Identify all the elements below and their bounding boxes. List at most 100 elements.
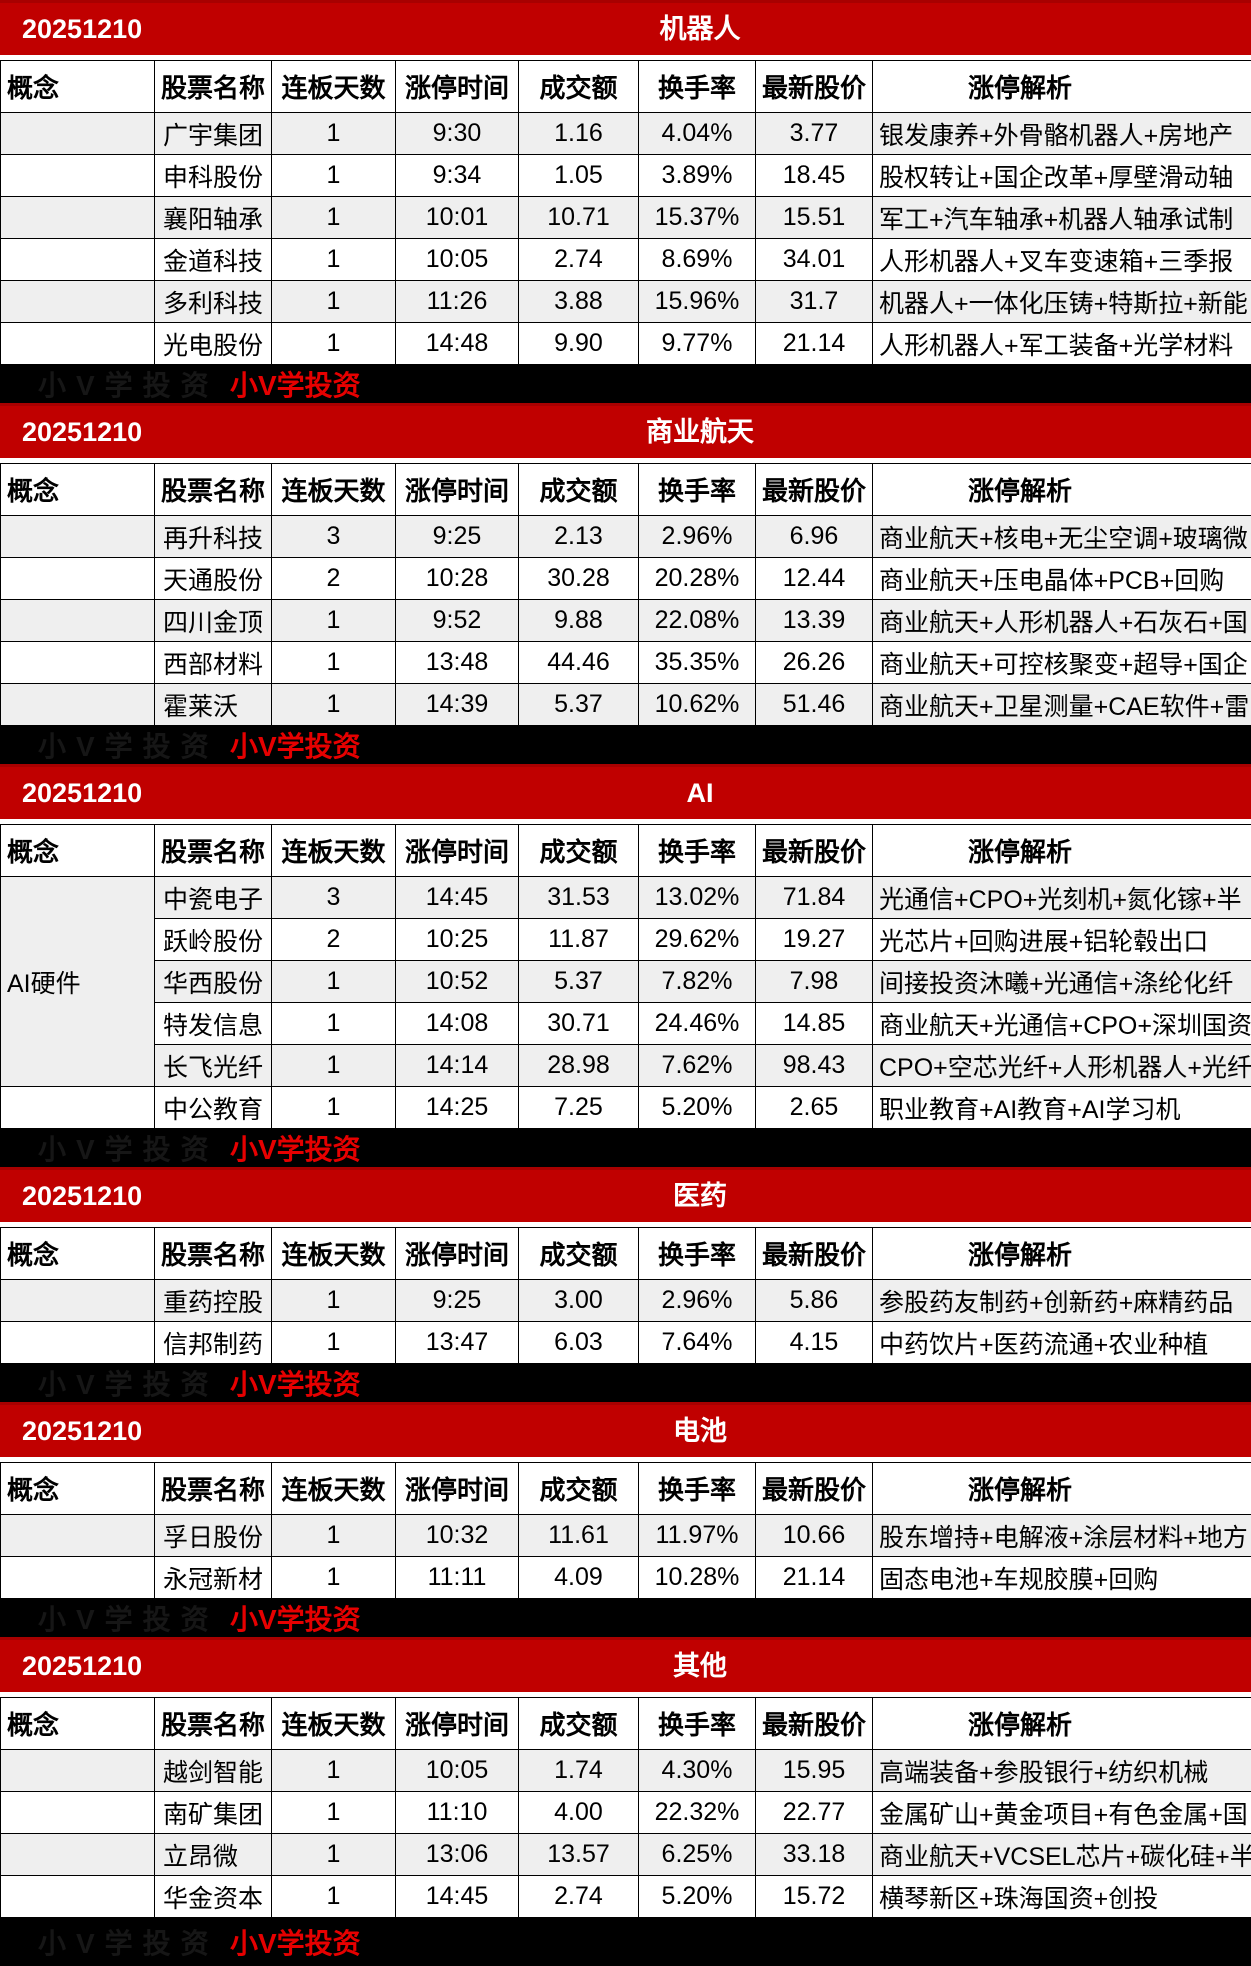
column-header-label: 涨停解析 — [873, 68, 1167, 105]
watermark-text: 小V学投资 — [230, 726, 361, 764]
cell-stock-name: 立昂微 — [155, 1834, 272, 1876]
cell-limit-up-analysis: 中药饮片+医药流通+农业种植 — [873, 1322, 1251, 1364]
cell-turnover-amount: 44.46 — [519, 642, 639, 684]
cell-stock-name: 中公教育 — [155, 1087, 272, 1129]
column-header: 最新股价 — [756, 1698, 873, 1750]
report-date: 20251210 — [22, 3, 142, 55]
column-header: 涨停解析 — [873, 1228, 1251, 1280]
cell-latest-price: 33.18 — [756, 1834, 873, 1876]
cell-concept — [1, 1834, 155, 1876]
cell-turnover-amount: 28.98 — [519, 1045, 639, 1087]
cell-limit-up-time: 13:06 — [396, 1834, 519, 1876]
cell-turnover-rate: 22.32% — [639, 1792, 756, 1834]
cell-turnover-rate: 15.37% — [639, 197, 756, 239]
cell-concept — [1, 197, 155, 239]
table-header-row: 概念股票名称连板天数涨停时间成交额换手率最新股价涨停解析 — [1, 464, 1251, 516]
cell-latest-price: 7.98 — [756, 961, 873, 1003]
watermark-bar: 小V学投资小V学投资 — [0, 365, 1251, 403]
cell-consecutive-days: 1 — [272, 684, 396, 726]
column-header: 最新股价 — [756, 1463, 873, 1515]
cell-consecutive-days: 1 — [272, 600, 396, 642]
cell-limit-up-analysis: 机器人+一体化压铸+特斯拉+新能 — [873, 281, 1251, 323]
column-header: 涨停时间 — [396, 61, 519, 113]
column-header: 连板天数 — [272, 1698, 396, 1750]
column-header: 涨停时间 — [396, 825, 519, 877]
cell-stock-name: 华西股份 — [155, 961, 272, 1003]
watermark-text: 小V学投资 — [230, 1922, 361, 1962]
cell-latest-price: 18.45 — [756, 155, 873, 197]
watermark-ghost-text: 小V学投资 — [38, 365, 219, 403]
column-header-label: 涨停解析 — [873, 471, 1167, 508]
cell-latest-price: 51.46 — [756, 684, 873, 726]
cell-turnover-rate: 9.77% — [639, 323, 756, 365]
cell-turnover-rate: 15.96% — [639, 281, 756, 323]
cell-latest-price: 10.66 — [756, 1515, 873, 1557]
cell-limit-up-analysis: 商业航天+光通信+CPO+深圳国资 — [873, 1003, 1251, 1045]
cell-turnover-rate: 29.62% — [639, 919, 756, 961]
cell-turnover-rate: 24.46% — [639, 1003, 756, 1045]
cell-turnover-amount: 10.71 — [519, 197, 639, 239]
cell-concept — [1, 1876, 155, 1918]
cell-limit-up-time: 14:39 — [396, 684, 519, 726]
cell-turnover-rate: 10.28% — [639, 1557, 756, 1599]
cell-latest-price: 34.01 — [756, 239, 873, 281]
cell-latest-price: 4.15 — [756, 1322, 873, 1364]
cell-turnover-rate: 13.02% — [639, 877, 756, 919]
sector-title: AI — [687, 767, 714, 819]
cell-limit-up-time: 14:45 — [396, 877, 519, 919]
cell-concept — [1, 1280, 155, 1322]
cell-limit-up-analysis: 股东增持+电解液+涂层材料+地方 — [873, 1515, 1251, 1557]
cell-limit-up-time: 9:25 — [396, 516, 519, 558]
report-date: 20251210 — [22, 1640, 142, 1692]
cell-turnover-amount: 4.00 — [519, 1792, 639, 1834]
cell-latest-price: 22.77 — [756, 1792, 873, 1834]
cell-latest-price: 15.51 — [756, 197, 873, 239]
cell-consecutive-days: 1 — [272, 1280, 396, 1322]
cell-turnover-amount: 9.90 — [519, 323, 639, 365]
cell-turnover-amount: 6.03 — [519, 1322, 639, 1364]
cell-limit-up-analysis: 商业航天+核电+无尘空调+玻璃微 — [873, 516, 1251, 558]
cell-consecutive-days: 1 — [272, 1876, 396, 1918]
cell-limit-up-analysis: 股权转让+国企改革+厚壁滑动轴 — [873, 155, 1251, 197]
column-header: 涨停解析 — [873, 1463, 1251, 1515]
column-header: 换手率 — [639, 1698, 756, 1750]
column-header: 成交额 — [519, 1463, 639, 1515]
cell-turnover-rate: 35.35% — [639, 642, 756, 684]
cell-consecutive-days: 1 — [272, 642, 396, 684]
report-date: 20251210 — [22, 1170, 142, 1222]
cell-stock-name: 越剑智能 — [155, 1750, 272, 1792]
column-header: 概念 — [1, 1228, 155, 1280]
cell-concept — [1, 642, 155, 684]
cell-turnover-amount: 1.05 — [519, 155, 639, 197]
cell-consecutive-days: 2 — [272, 919, 396, 961]
cell-limit-up-analysis: 军工+汽车轴承+机器人轴承试制 — [873, 197, 1251, 239]
watermark-bar: 小V学投资小V学投资 — [0, 1918, 1251, 1966]
cell-limit-up-analysis: 光芯片+回购进展+铝轮毂出口 — [873, 919, 1251, 961]
cell-limit-up-analysis: 商业航天+可控核聚变+超导+国企 — [873, 642, 1251, 684]
cell-consecutive-days: 1 — [272, 1557, 396, 1599]
cell-turnover-amount: 30.28 — [519, 558, 639, 600]
watermark-bar: 小V学投资小V学投资 — [0, 1599, 1251, 1637]
cell-consecutive-days: 1 — [272, 1045, 396, 1087]
cell-turnover-rate: 2.96% — [639, 516, 756, 558]
cell-stock-name: 永冠新材 — [155, 1557, 272, 1599]
cell-consecutive-days: 1 — [272, 1322, 396, 1364]
cell-turnover-rate: 20.28% — [639, 558, 756, 600]
cell-latest-price: 21.14 — [756, 323, 873, 365]
cell-concept: AI硬件 — [1, 877, 155, 1087]
cell-consecutive-days: 1 — [272, 281, 396, 323]
cell-concept — [1, 1515, 155, 1557]
cell-limit-up-time: 10:05 — [396, 239, 519, 281]
cell-limit-up-analysis: 人形机器人+叉车变速箱+三季报 — [873, 239, 1251, 281]
